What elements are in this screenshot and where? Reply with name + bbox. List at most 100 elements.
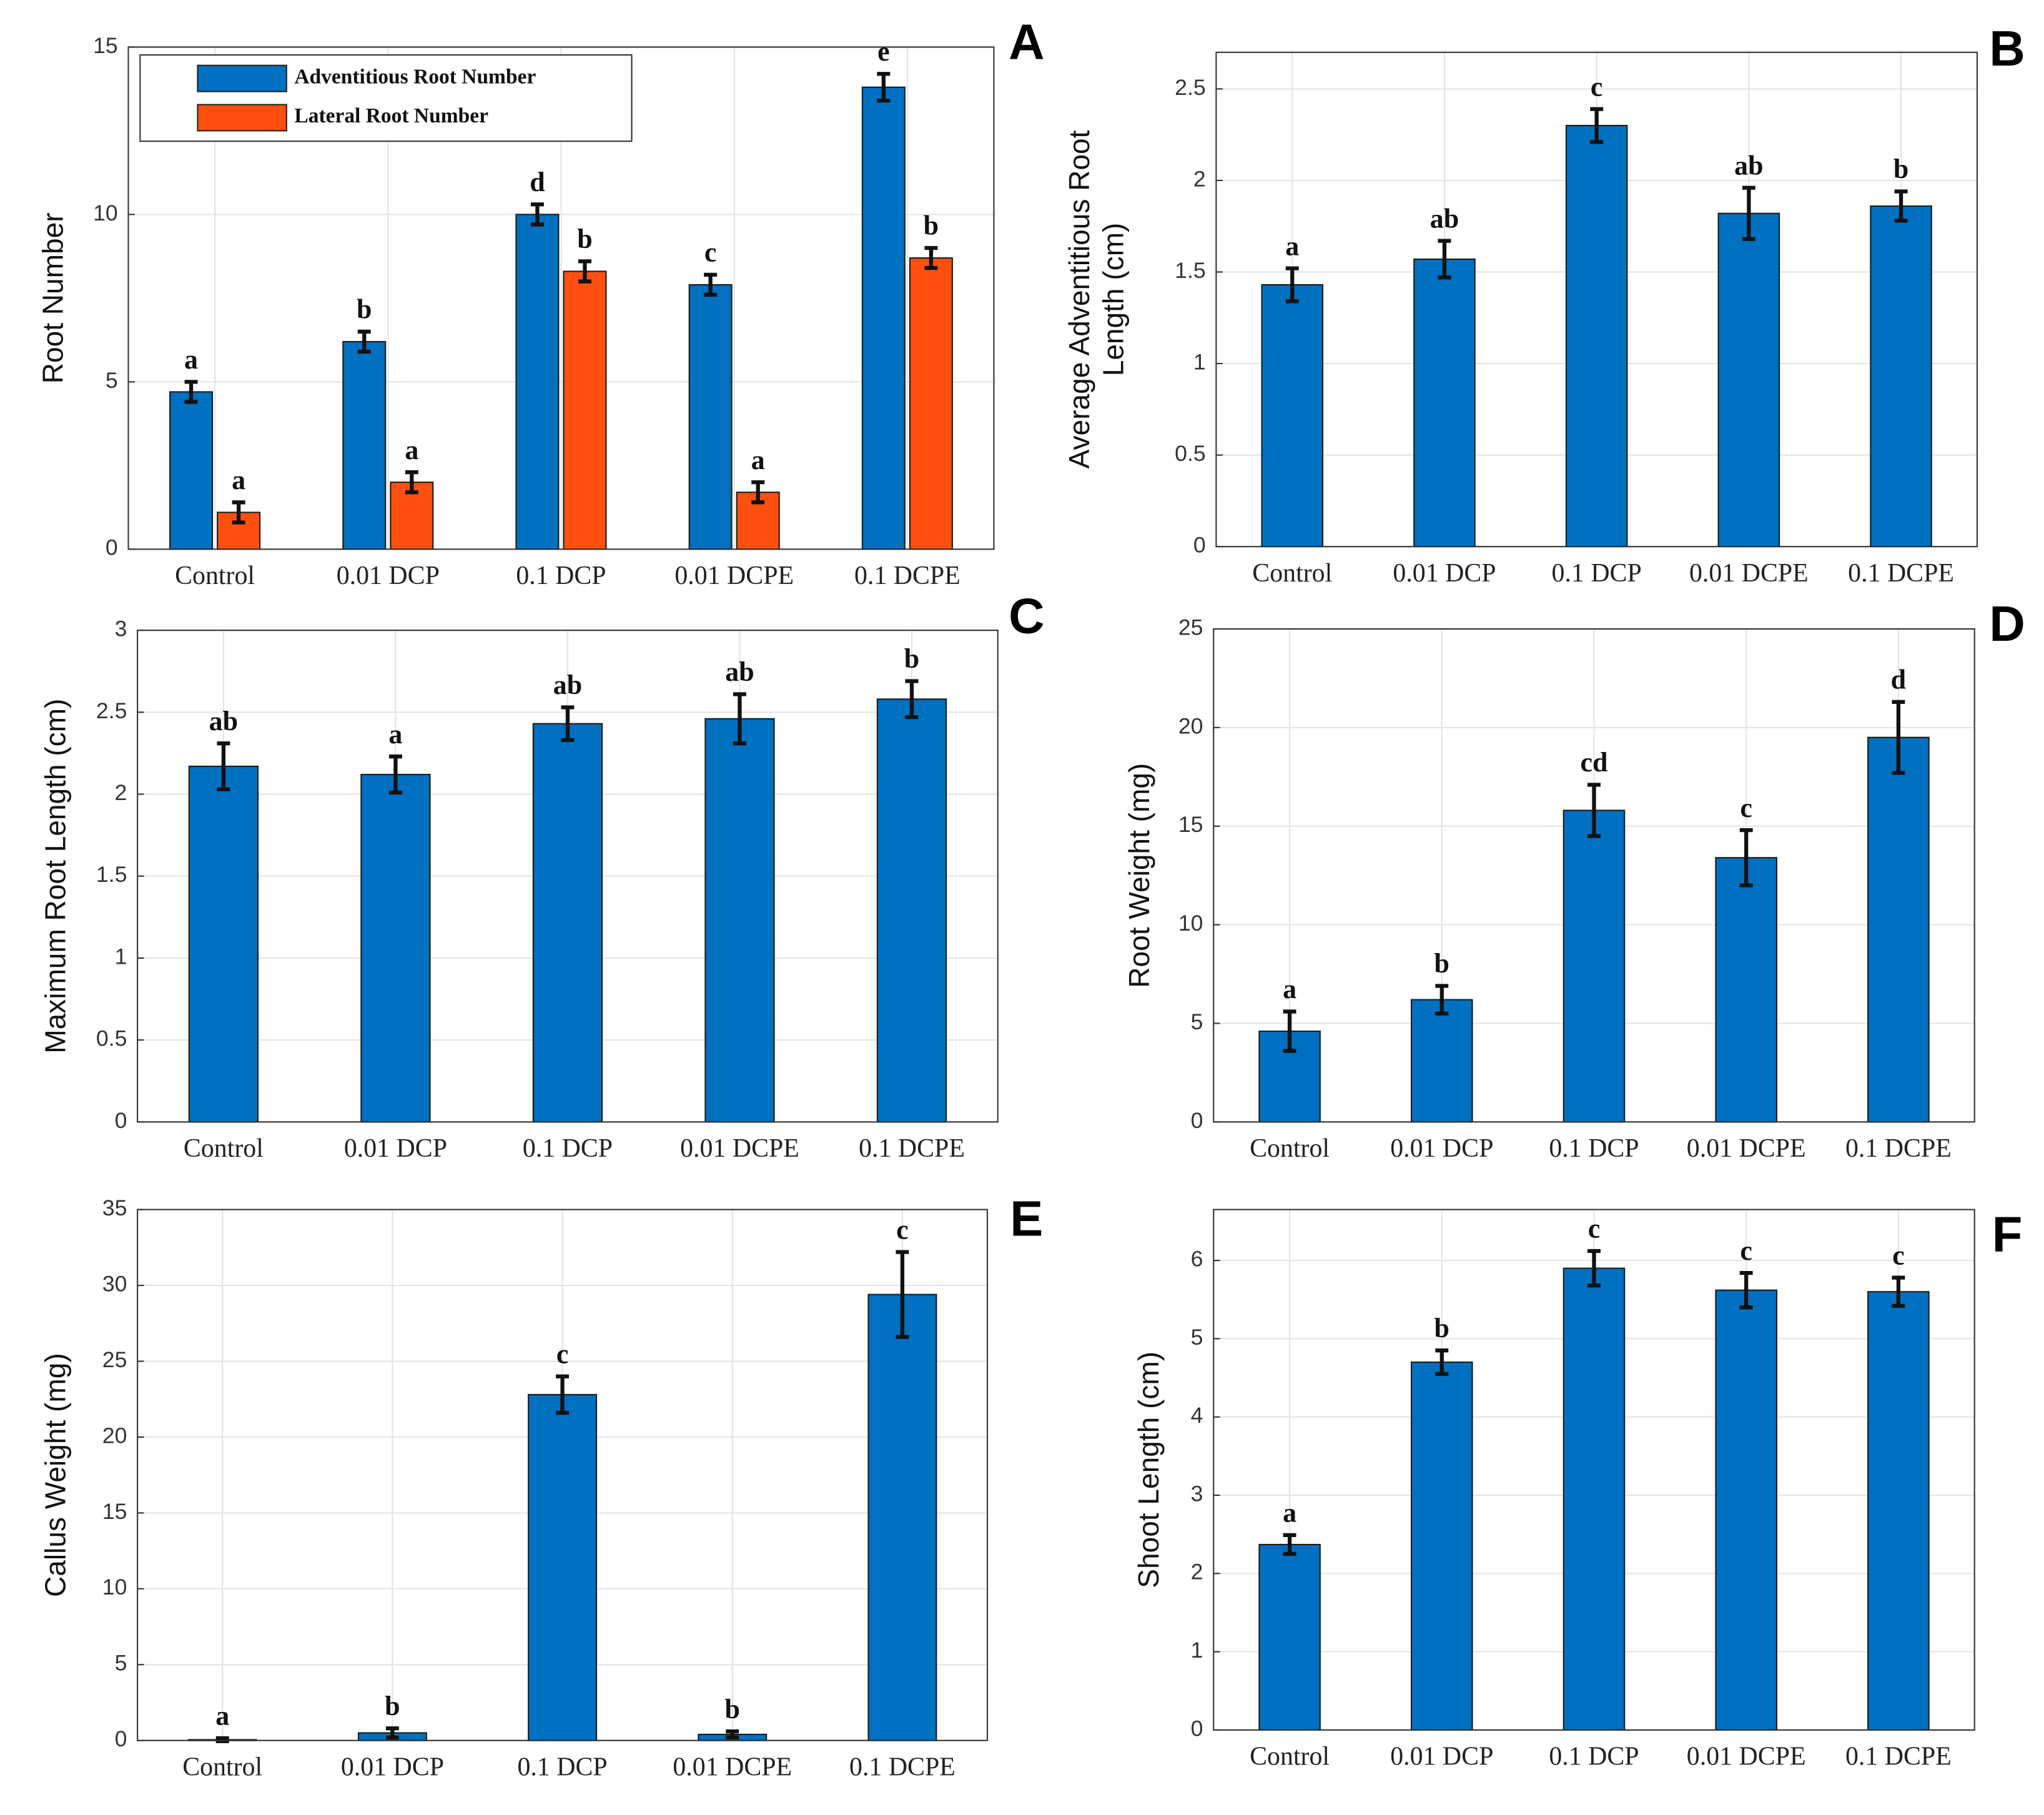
y-tick-label: 0 (115, 1726, 127, 1751)
legend-swatch (197, 64, 287, 92)
significance-letter: c (1588, 1214, 1601, 1244)
x-tick-label: 0.01 DCP (1390, 1134, 1493, 1163)
y-tick-label: 25 (1178, 615, 1203, 640)
panel-label: F (1992, 1207, 2023, 1262)
x-tick-label: 0.1 DCPE (859, 1134, 965, 1163)
y-tick-label: 5 (115, 1651, 127, 1676)
error-bar (1892, 700, 1905, 775)
error-bar (578, 259, 591, 284)
significance-letter: c (1740, 1235, 1752, 1266)
error-bar (1285, 266, 1299, 304)
y-tick-label: 0 (106, 535, 118, 560)
panel-label: B (1989, 21, 2025, 76)
bar (1715, 1289, 1777, 1731)
bar (1715, 857, 1777, 1123)
bar (563, 270, 607, 550)
x-tick-label: 0.01 DCPE (1689, 559, 1809, 588)
x-tick-label: Control (1250, 1743, 1330, 1771)
x-tick-label: 0.01 DCPE (1687, 1743, 1806, 1771)
significance-letter: c (896, 1214, 909, 1245)
y-tick-label: 0.5 (96, 1026, 127, 1051)
x-tick-label: 0.01 DCP (337, 561, 440, 590)
error-bar (388, 754, 402, 795)
y-tick-label: 2 (1193, 166, 1206, 191)
significance-letter: b (1434, 948, 1449, 979)
x-tick-label: Control (175, 561, 255, 590)
error-bar (877, 72, 891, 103)
x-tick-label: 0.1 DCP (1549, 1743, 1639, 1771)
y-tick-label: 0 (1191, 1108, 1203, 1133)
x-tick-label: 0.1 DCPE (849, 1753, 955, 1781)
y-axis-label: Root Weight (mg) (1123, 763, 1155, 988)
bar (1565, 124, 1628, 548)
x-tick-label: 0.01 DCP (1390, 1743, 1493, 1771)
bar (688, 284, 733, 550)
significance-letter: b (357, 294, 372, 325)
y-tick-label: 1.5 (1175, 258, 1205, 283)
bar (342, 340, 387, 550)
y-tick-label: 2 (1191, 1560, 1203, 1585)
error-bar (1435, 1348, 1449, 1376)
bar (861, 86, 906, 550)
significance-letter: e (877, 36, 890, 67)
error-bar (385, 1726, 399, 1739)
significance-letter: ab (725, 656, 754, 687)
x-tick-label: 0.01 DCP (344, 1134, 447, 1163)
significance-letter: a (232, 465, 245, 495)
error-bar (1892, 1275, 1905, 1308)
significance-letter: ab (1430, 203, 1459, 234)
error-bar (1283, 1533, 1296, 1556)
error-bar (924, 245, 938, 270)
error-bar (726, 1729, 739, 1739)
significance-letter: b (1434, 1313, 1449, 1343)
panel-label: E (1010, 1191, 1043, 1247)
axes-frame (137, 630, 999, 1123)
y-tick-label: 20 (1178, 713, 1203, 738)
x-tick-label: 0.1 DCPE (854, 561, 960, 590)
error-bar (1739, 828, 1753, 888)
x-tick-label: 0.1 DCPE (1845, 1743, 1952, 1771)
axes-frame (137, 1209, 989, 1741)
error-bar (1590, 107, 1604, 144)
significance-letter: a (215, 1701, 229, 1731)
significance-letter: ab (553, 670, 582, 700)
axes-frame (1215, 51, 1978, 548)
y-tick-label: 25 (102, 1347, 127, 1372)
significance-letter: a (1283, 1498, 1296, 1528)
significance-letter: d (530, 167, 545, 197)
significance-letter: c (1591, 71, 1603, 102)
axes-frame (1213, 628, 1975, 1123)
axes-frame (127, 46, 995, 550)
significance-letter: b (924, 210, 939, 241)
y-tick-label: 10 (1178, 911, 1203, 936)
x-tick-label: 0.1 DCPE (1845, 1134, 1952, 1163)
y-tick-label: 5 (1191, 1009, 1203, 1034)
y-tick-label: 1.5 (96, 862, 127, 887)
x-tick-label: Control (182, 1753, 262, 1781)
error-bar (1739, 1270, 1753, 1310)
bar (1870, 205, 1932, 548)
significance-letter: b (577, 224, 592, 254)
y-axis-label: Average Adventitious Root (1063, 130, 1095, 468)
error-bar (1894, 189, 1908, 223)
error-bar (1283, 1009, 1296, 1053)
y-tick-label: 15 (102, 1499, 127, 1524)
bar (1410, 1361, 1473, 1731)
bar (532, 723, 603, 1123)
bar (360, 774, 431, 1123)
significance-letter: ab (209, 706, 238, 736)
bar (1563, 809, 1626, 1123)
bar (1563, 1267, 1626, 1731)
error-bar (896, 1250, 909, 1339)
bar (1413, 258, 1476, 548)
y-tick-label: 4 (1191, 1403, 1203, 1428)
significance-letter: cd (1580, 747, 1607, 778)
error-bar (704, 272, 718, 297)
y-axis-label: Callus Weight (mg) (39, 1353, 72, 1597)
significance-letter: a (1283, 974, 1296, 1004)
panel-label: A (1009, 14, 1044, 69)
significance-letter: c (704, 237, 717, 268)
x-tick-label: 0.1 DCP (523, 1134, 613, 1163)
